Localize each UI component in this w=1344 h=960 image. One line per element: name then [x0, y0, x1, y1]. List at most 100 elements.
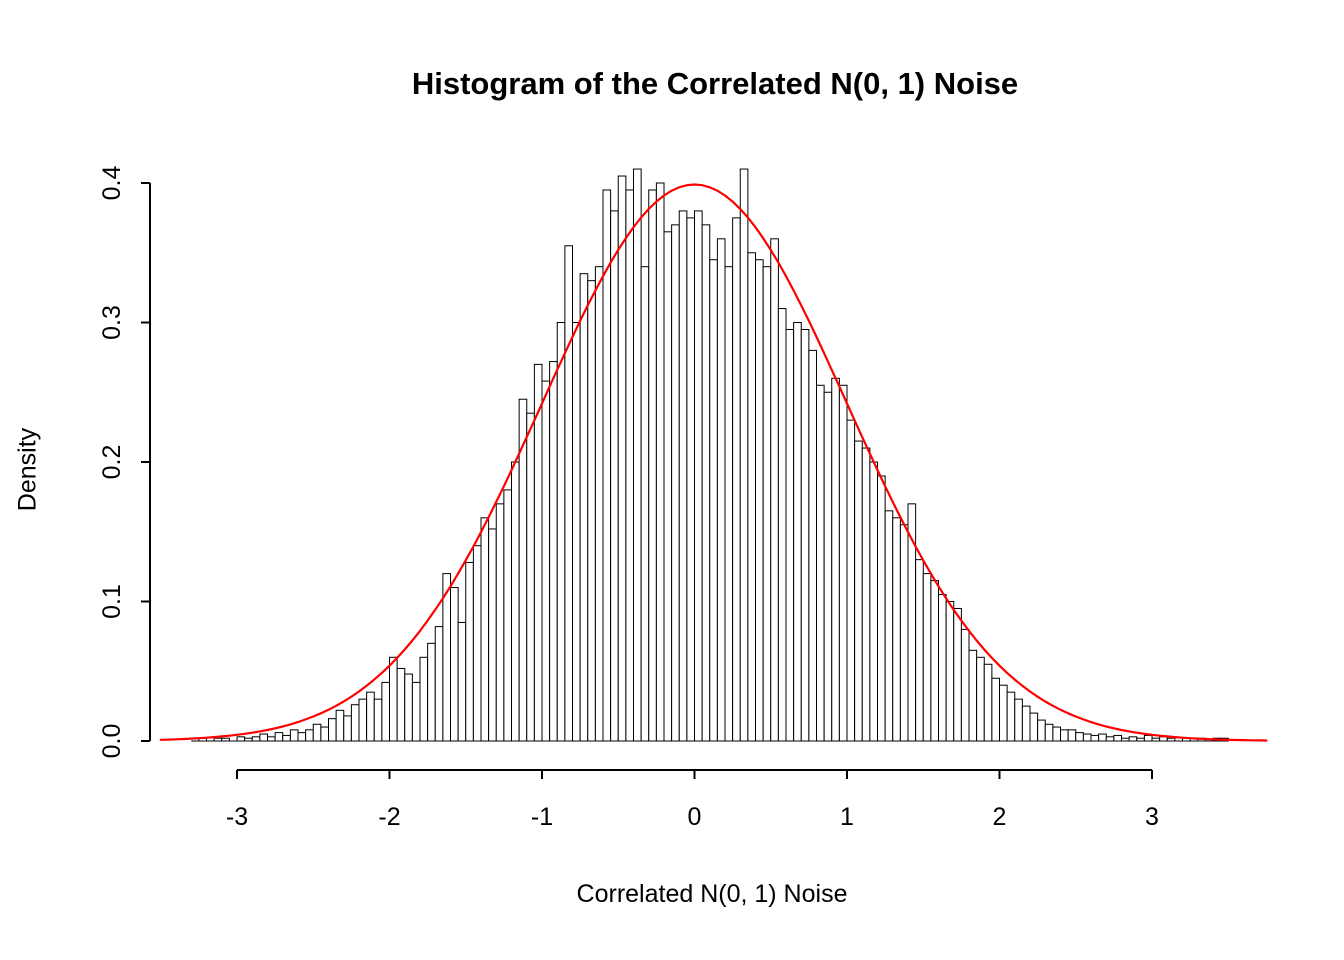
histogram-bar — [1159, 736, 1168, 742]
histogram-bar — [404, 673, 413, 742]
histogram-bar — [1044, 723, 1054, 742]
histogram-bar — [655, 182, 665, 742]
histogram-bar — [305, 729, 314, 742]
histogram-bar — [1121, 737, 1130, 742]
histogram-bar — [389, 656, 398, 742]
histogram-bar — [488, 528, 497, 742]
x-tick-label: -1 — [531, 803, 553, 831]
histogram-bar — [411, 681, 421, 742]
histogram-bar — [899, 524, 909, 742]
histogram-bar — [1067, 729, 1077, 742]
histogram-bar — [800, 328, 810, 742]
histogram-bar — [892, 517, 901, 742]
x-tick-label: -2 — [378, 803, 400, 831]
histogram-bar — [1021, 705, 1031, 742]
y-tick-label: 0.3 — [98, 305, 126, 340]
histogram-bar — [1090, 734, 1100, 742]
histogram-bar — [968, 649, 978, 742]
histogram-bar — [648, 189, 657, 742]
histogram-bar — [594, 266, 604, 742]
histogram-bar — [1136, 737, 1145, 742]
y-tick-label: 0.1 — [98, 584, 126, 619]
histogram-bar — [999, 684, 1008, 742]
histogram-bar — [1029, 712, 1039, 742]
x-axis-title: Correlated N(0, 1) Noise — [576, 880, 848, 908]
histogram-bar — [450, 587, 459, 742]
y-tick-label: 0.2 — [98, 445, 126, 480]
x-tick-label: 3 — [1145, 803, 1159, 831]
histogram-bar — [1014, 698, 1023, 742]
histogram-bar — [526, 412, 535, 742]
histogram-bar — [419, 656, 429, 742]
histogram-bar — [549, 361, 558, 742]
histogram-bar — [511, 461, 520, 742]
histogram-bar — [716, 238, 726, 742]
histogram-bar — [922, 573, 932, 742]
histogram-bar — [1037, 719, 1046, 742]
histogram-bar — [770, 238, 779, 742]
histogram-bar — [251, 736, 261, 742]
histogram-bar — [289, 729, 299, 742]
histogram-bar — [1128, 736, 1138, 742]
histogram-bar — [1006, 691, 1016, 742]
histogram-bar — [236, 736, 246, 742]
histogram-bar — [976, 656, 985, 742]
histogram-bar — [587, 280, 596, 742]
histogram-bar — [358, 698, 368, 742]
histogram-bar — [297, 732, 307, 742]
histogram-bar — [564, 245, 574, 742]
histogram-bar — [808, 349, 818, 742]
histogram-bar — [495, 503, 505, 742]
histogram-bar — [457, 621, 467, 742]
histogram-bar — [267, 736, 276, 742]
histogram-bar — [533, 363, 543, 742]
histogram-bar — [1143, 734, 1153, 742]
histogram-bar — [747, 252, 757, 742]
histogram-bar — [678, 210, 688, 742]
x-tick-label: 0 — [688, 803, 702, 831]
histogram-bar — [945, 601, 955, 742]
histogram-bar — [381, 681, 391, 742]
histogram-bar — [777, 308, 787, 742]
x-tick-label: -3 — [226, 803, 248, 831]
histogram-bar — [838, 384, 848, 742]
y-tick-label: 0.4 — [98, 166, 126, 201]
x-tick-label: 2 — [993, 803, 1007, 831]
histogram-bar — [335, 709, 345, 742]
histogram-bar — [480, 517, 490, 742]
histogram-bar — [991, 677, 1001, 742]
histogram-bar — [617, 175, 627, 742]
histogram-bar — [472, 545, 482, 742]
histogram-bar — [396, 667, 406, 742]
histogram-bar — [282, 734, 291, 742]
histogram-bar — [846, 419, 856, 742]
histogram-bar — [213, 737, 223, 742]
histogram-bar — [274, 732, 284, 742]
histogram-bar — [465, 561, 474, 742]
histogram-bar — [1098, 733, 1107, 742]
x-tick-label: 1 — [840, 803, 854, 831]
histogram-bar — [343, 715, 352, 742]
histogram-bar — [983, 663, 993, 742]
histogram-bar — [739, 168, 749, 742]
histogram-bar — [755, 259, 764, 742]
histogram-bar — [434, 626, 444, 742]
histogram-bar — [869, 461, 879, 742]
histogram-bar — [854, 440, 863, 742]
histogram-bar — [930, 580, 940, 742]
histogram-bar — [1075, 732, 1084, 742]
histogram-bar — [793, 322, 802, 742]
histogram-bar — [640, 266, 650, 742]
histogram-bar — [442, 573, 452, 742]
histogram-bar — [732, 217, 741, 742]
histogram-bar — [823, 391, 833, 742]
histogram-bar — [572, 322, 581, 742]
histogram-bar — [312, 723, 322, 742]
histogram-bar — [373, 698, 383, 742]
histogram-bar — [701, 224, 711, 742]
histogram-bar — [762, 266, 772, 742]
histogram-bar — [694, 210, 703, 742]
histogram-bar — [671, 224, 680, 742]
histogram-bar — [953, 607, 962, 742]
